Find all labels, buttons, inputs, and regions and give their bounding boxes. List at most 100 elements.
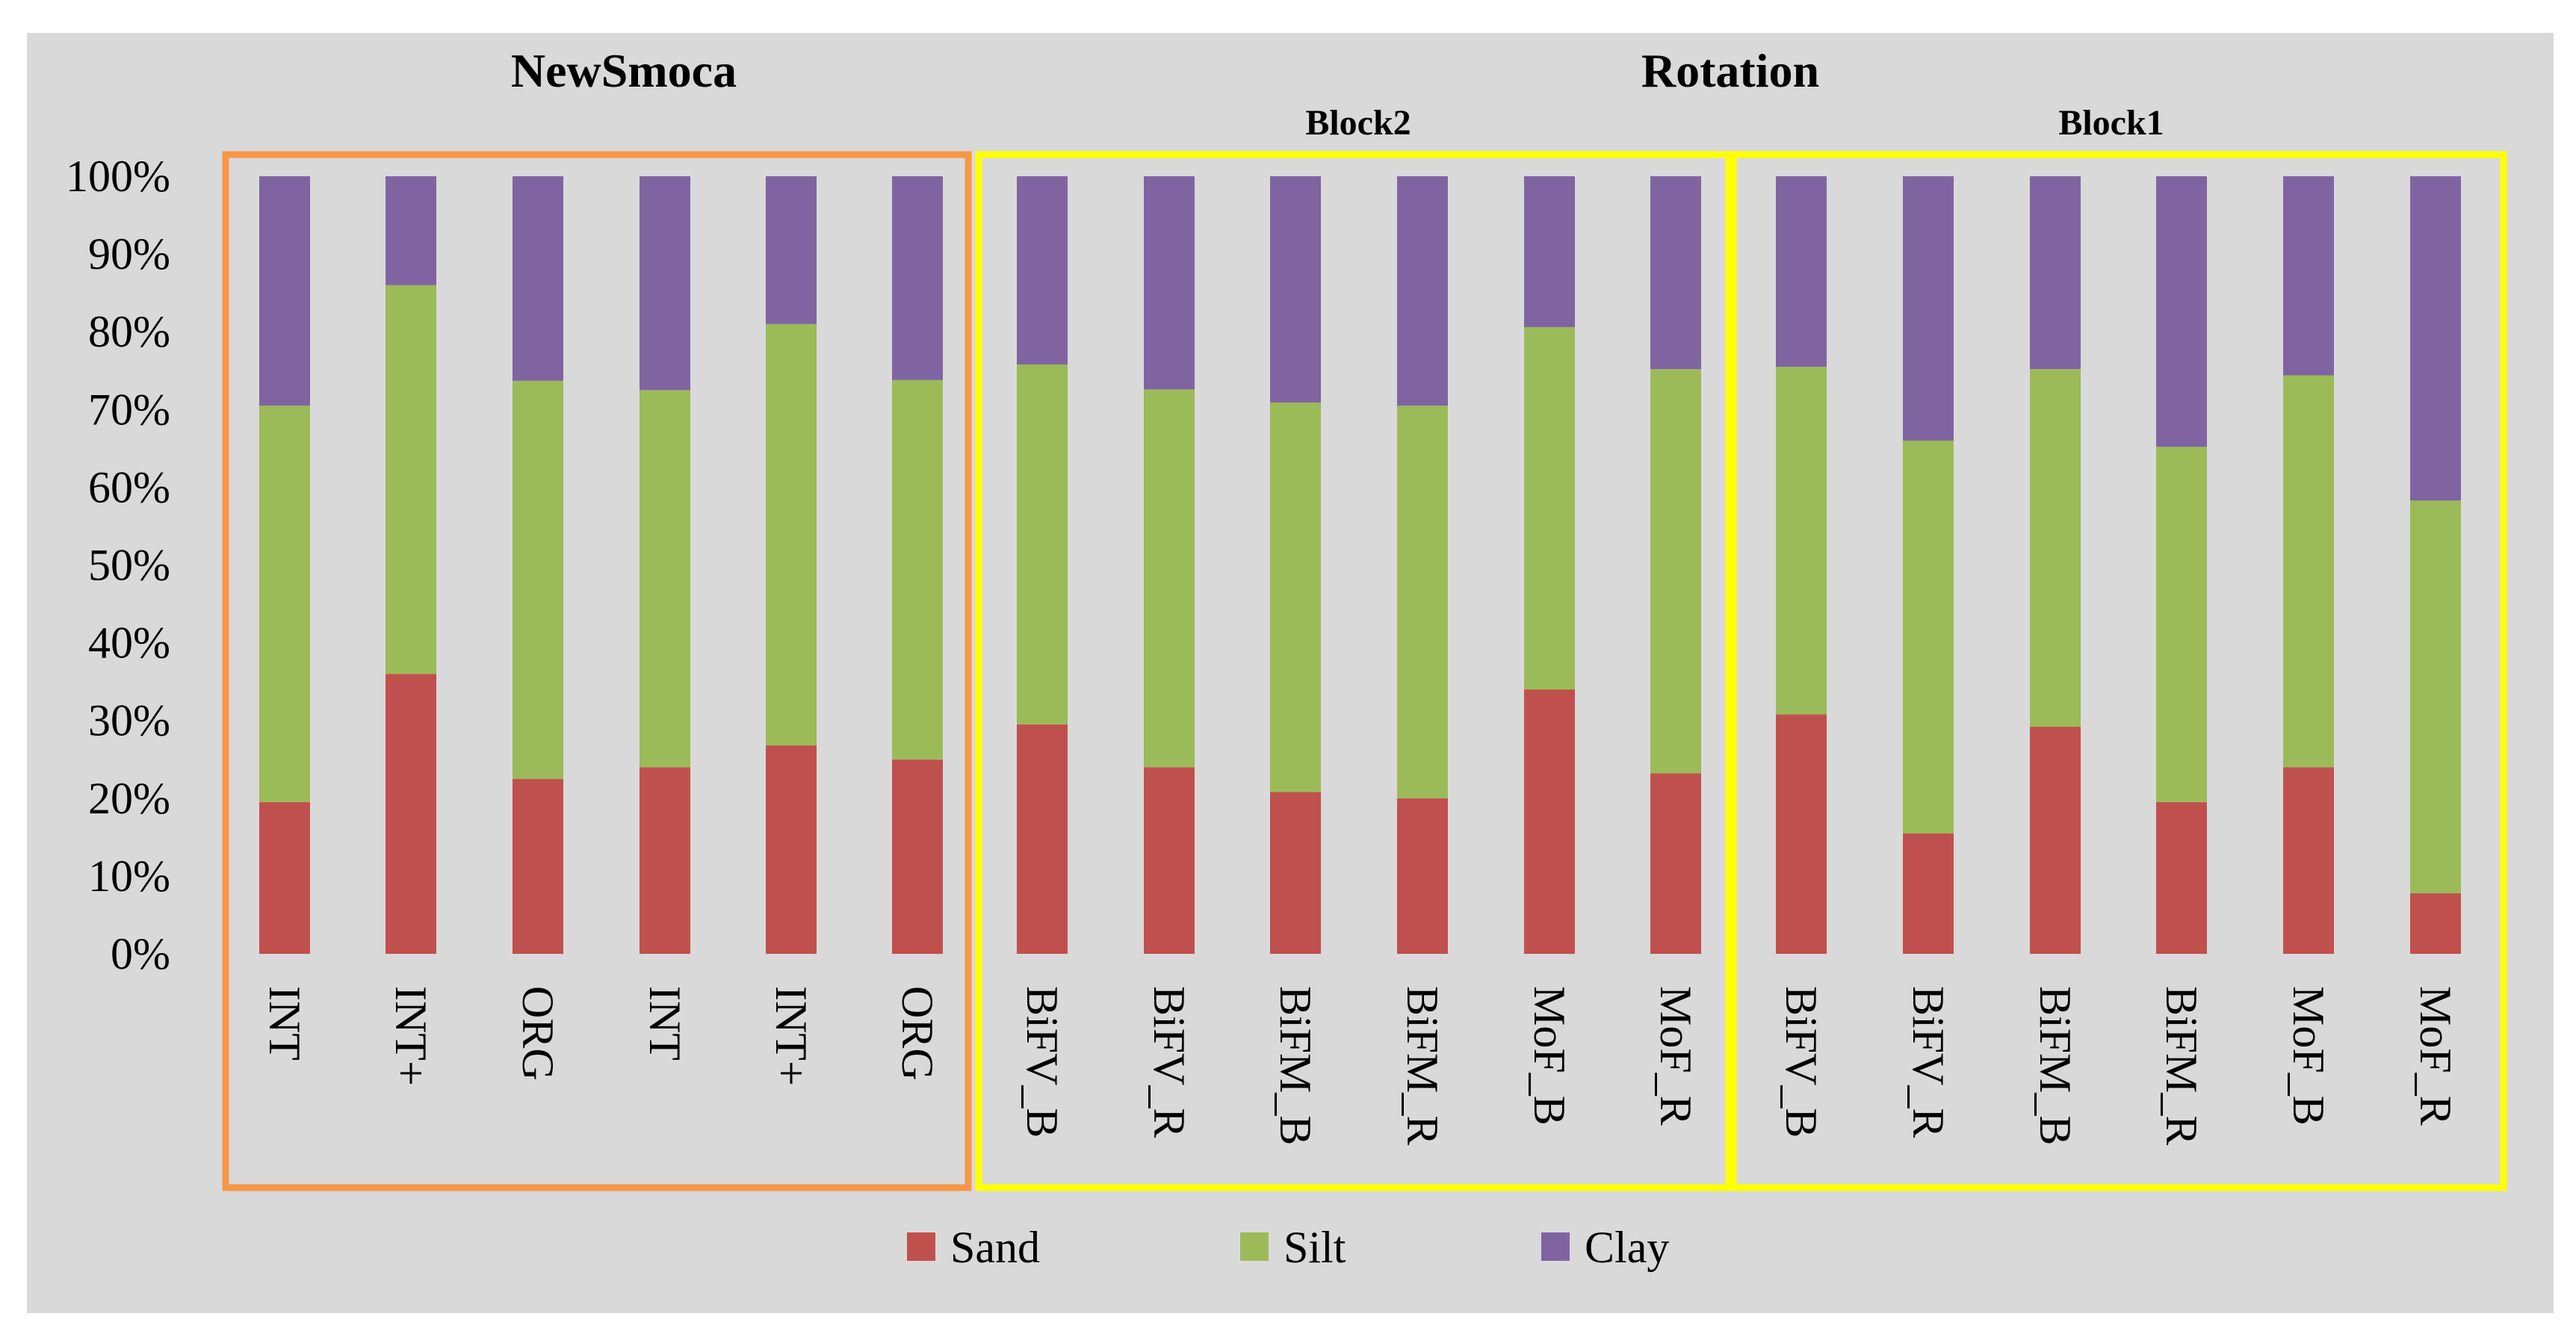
bar-silt-2 (513, 380, 563, 779)
bars (259, 176, 2461, 954)
y-tick-label: 100% (66, 152, 170, 201)
legend: Sand Silt Clay (907, 1223, 1669, 1272)
category-label: BiFV_B (1777, 986, 1826, 1138)
bar-sand-13 (1903, 833, 1954, 954)
legend-label-clay: Clay (1585, 1223, 1669, 1272)
bar-silt-14 (2030, 369, 2081, 728)
bar-clay-14 (2030, 176, 2081, 370)
bar-clay-8 (1270, 176, 1321, 403)
category-label: BiFM_B (2031, 986, 2080, 1145)
bar-silt-15 (2156, 447, 2207, 803)
bar-silt-8 (1270, 402, 1321, 792)
bar-clay-4 (766, 176, 817, 324)
bar-silt-0 (259, 406, 310, 803)
y-tick-label: 90% (88, 229, 170, 279)
bar-clay-17 (2410, 176, 2461, 501)
legend-label-sand: Sand (950, 1223, 1040, 1272)
bar-clay-15 (2156, 176, 2207, 447)
y-tick-label: 40% (88, 618, 170, 668)
bar-sand-15 (2156, 802, 2207, 954)
bar-sand-14 (2030, 727, 2081, 954)
y-tick-label: 50% (88, 541, 170, 590)
bar-sand-0 (259, 802, 310, 954)
bar-silt-3 (640, 390, 690, 768)
bar-sand-12 (1776, 714, 1827, 954)
bar-sand-6 (1017, 724, 1068, 954)
category-label: BiFM_R (1398, 986, 1447, 1145)
category-label: MoF_R (2411, 986, 2460, 1126)
y-axis: 0% 10% 20% 30% 40% 50% 60% 70% 80% 90% 100% (66, 152, 170, 978)
group-title-newsmoca: NewSmoca (511, 44, 737, 97)
block2-group-box (975, 151, 1733, 1191)
category-label: MoF_R (1651, 986, 1700, 1126)
y-tick-label: 0% (111, 929, 170, 978)
bar-clay-9 (1397, 176, 1448, 406)
bar-clay-11 (1650, 176, 1701, 370)
y-tick-label: 20% (88, 774, 170, 823)
bar-clay-5 (892, 176, 943, 380)
category-labels: INT INT+ ORG INT INT+ ORG BiFV_B BiFV_R BiFM_B Bi… (260, 986, 2460, 1145)
bar-silt-5 (892, 379, 943, 760)
bar-sand-9 (1397, 798, 1448, 954)
bar-sand-2 (513, 778, 563, 954)
legend-swatch-silt (1240, 1232, 1269, 1261)
bar-clay-12 (1776, 176, 1827, 367)
category-label: BiFM_R (2157, 986, 2206, 1145)
bar-silt-11 (1650, 369, 1701, 774)
category-label: MoF_B (2284, 986, 2333, 1126)
bar-silt-9 (1397, 406, 1448, 798)
legend-swatch-clay (1541, 1232, 1570, 1261)
category-label: BiFV_R (1145, 986, 1194, 1138)
bar-sand-16 (2283, 767, 2334, 954)
category-label: ORG (893, 986, 942, 1081)
category-label: INT+ (386, 986, 436, 1086)
bar-sand-5 (892, 759, 943, 954)
block-title-block1: Block1 (2058, 103, 2164, 143)
bar-silt-10 (1524, 326, 1575, 690)
bar-sand-3 (640, 767, 690, 954)
y-tick-label: 30% (88, 696, 170, 745)
bar-sand-17 (2410, 893, 2461, 954)
block-title-block2: Block2 (1305, 103, 1411, 143)
bar-clay-7 (1144, 176, 1195, 390)
y-tick-label: 10% (88, 852, 170, 901)
bar-clay-13 (1903, 176, 1954, 441)
category-label: ORG (513, 986, 563, 1081)
bar-silt-17 (2410, 500, 2461, 893)
bar-clay-1 (386, 176, 436, 285)
bar-clay-2 (513, 176, 563, 381)
category-label: BiFM_B (1271, 986, 1320, 1145)
bar-sand-1 (386, 674, 436, 954)
legend-swatch-sand (907, 1232, 935, 1261)
bar-silt-7 (1144, 389, 1195, 768)
category-label: BiFV_R (1904, 986, 1953, 1138)
bar-sand-11 (1650, 773, 1701, 954)
block1-group-box (1730, 151, 2507, 1191)
legend-label-silt: Silt (1284, 1223, 1346, 1272)
category-label: INT (640, 986, 690, 1061)
bar-silt-4 (766, 323, 817, 746)
bar-clay-0 (259, 176, 310, 406)
newsmoca-group-box (222, 151, 972, 1191)
bar-silt-13 (1903, 440, 1954, 834)
bar-sand-4 (766, 745, 817, 954)
category-label: INT (260, 986, 309, 1061)
bar-clay-6 (1017, 176, 1068, 365)
y-tick-label: 80% (88, 307, 170, 356)
bar-sand-8 (1270, 792, 1321, 954)
bar-clay-10 (1524, 176, 1575, 327)
category-label: MoF_B (1525, 986, 1574, 1126)
bar-clay-3 (640, 176, 690, 391)
bar-silt-1 (386, 285, 436, 674)
bar-sand-7 (1144, 767, 1195, 954)
bar-sand-10 (1524, 689, 1575, 954)
bar-silt-12 (1776, 367, 1827, 715)
bar-silt-6 (1017, 364, 1068, 725)
bar-silt-16 (2283, 375, 2334, 768)
group-title-rotation: Rotation (1641, 44, 1819, 97)
category-label: BiFV_B (1018, 986, 1067, 1138)
bar-clay-16 (2283, 176, 2334, 376)
category-label: INT+ (767, 986, 816, 1086)
y-tick-label: 70% (88, 385, 170, 434)
